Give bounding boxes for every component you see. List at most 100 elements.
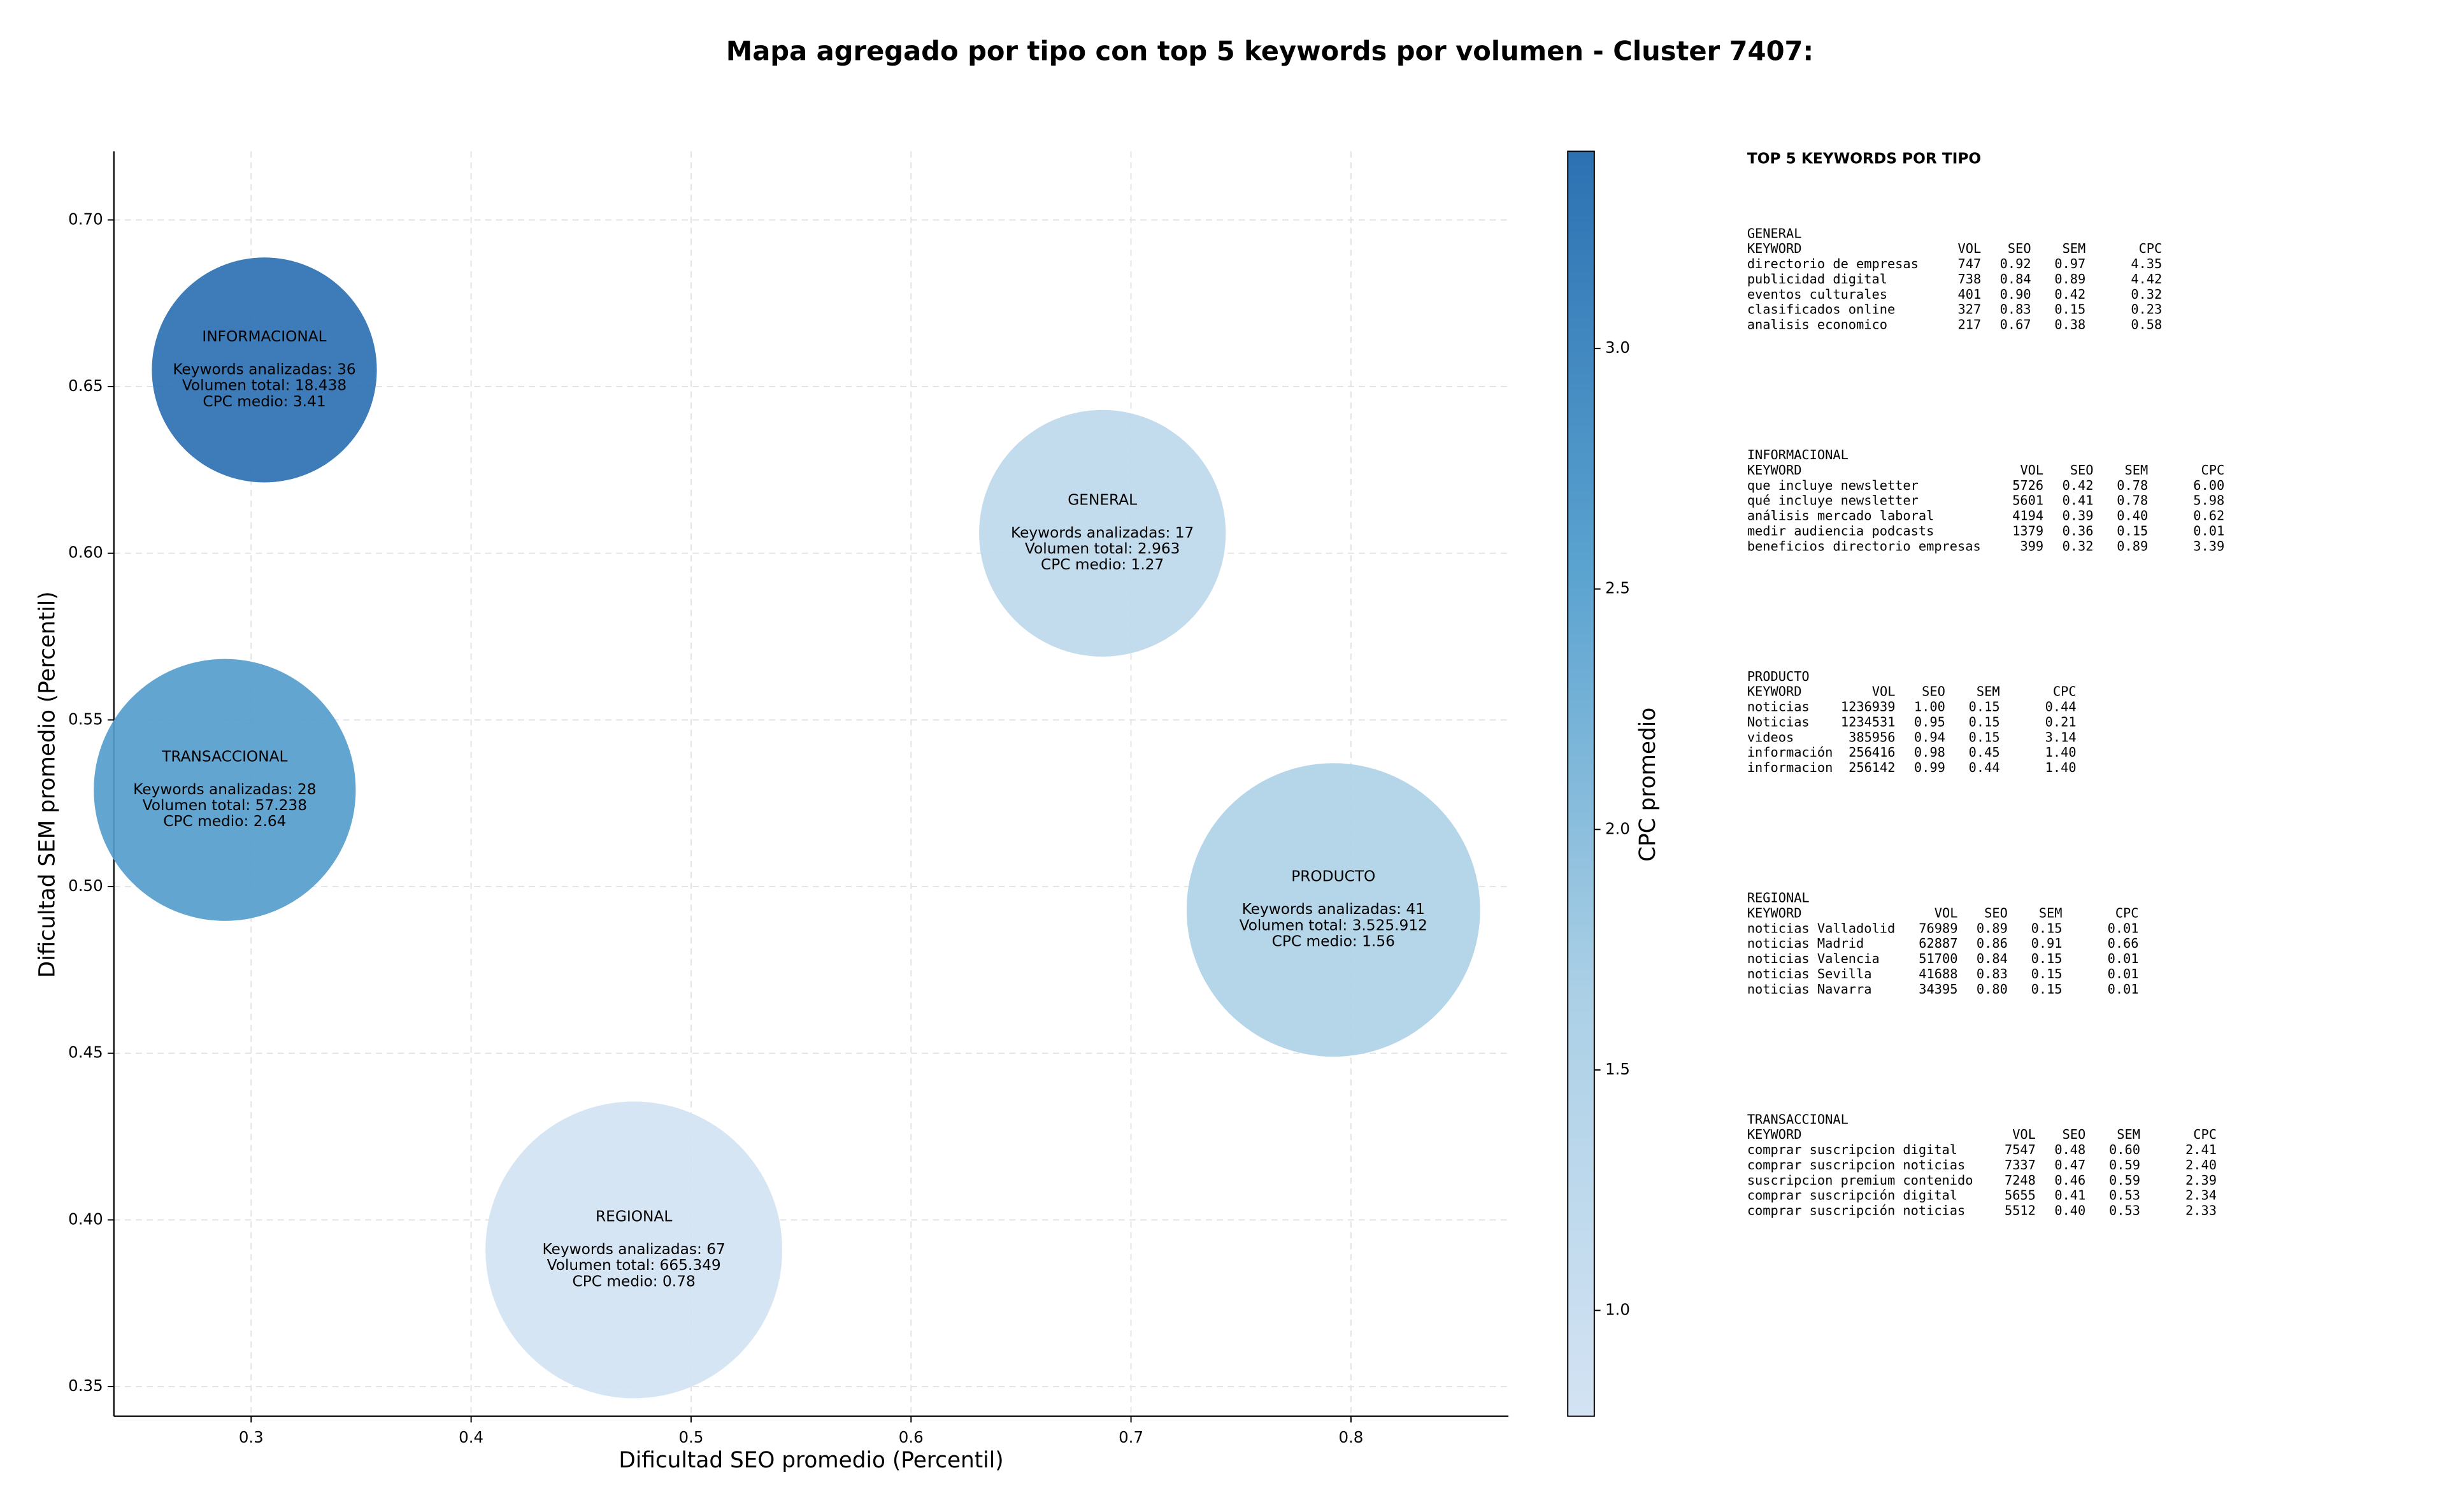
metric-cell: 6.00	[2193, 478, 2224, 493]
x-tick-label: 0.5	[678, 1428, 703, 1446]
metric-cell: 0.15	[2031, 951, 2063, 966]
y-tick-label: 0.55	[68, 710, 103, 728]
keyword-cell: suscripcion premium contenido	[1747, 1173, 1973, 1188]
metric-cell: 5512	[2005, 1203, 2036, 1218]
x-tick-label: 0.4	[459, 1428, 483, 1446]
metric-cell: 0.42	[2063, 478, 2094, 493]
chart-title: Mapa agregado por tipo con top 5 keyword…	[726, 35, 1813, 66]
metric-cell: 0.83	[1977, 966, 2008, 981]
metric-cell: 0.01	[2108, 951, 2139, 966]
metric-cell: 0.44	[1969, 760, 2000, 775]
metric-cell: 0.47	[2054, 1157, 2085, 1173]
metric-cell: 0.46	[2054, 1173, 2085, 1188]
section-name: PRODUCTO	[1747, 669, 1810, 684]
bubble-label: INFORMACIONAL	[202, 328, 326, 345]
metric-cell: 7337	[2005, 1157, 2036, 1173]
metric-cell: 4194	[2012, 508, 2043, 524]
metric-cell: 327	[1957, 302, 1981, 317]
metric-cell: 0.32	[2131, 287, 2162, 302]
metric-cell: 0.84	[1977, 951, 2008, 966]
metric-cell: 0.84	[2000, 271, 2031, 287]
section-name: REGIONAL	[1747, 890, 1810, 906]
keyword-cell: qué incluye newsletter	[1747, 493, 1919, 508]
metric-cell: 0.53	[2109, 1188, 2140, 1203]
metric-cell: 0.99	[1914, 760, 1945, 775]
metric-cell: 0.89	[2054, 271, 2085, 287]
metric-cell: 0.60	[2109, 1142, 2140, 1157]
section-name: INFORMACIONAL	[1747, 447, 1849, 462]
metric-cell: 0.45	[1969, 745, 2000, 760]
metric-cell: 256142	[1849, 760, 1895, 775]
metric-cell: 0.59	[2109, 1173, 2140, 1188]
metric-cell: 2.40	[2185, 1157, 2217, 1173]
metric-cell: 0.98	[1914, 745, 1945, 760]
bubble-annotation: CPC medio: 0.78	[573, 1273, 696, 1290]
keyword-cell: videos	[1747, 729, 1794, 745]
bubble-annotation: CPC medio: 3.41	[203, 393, 325, 410]
colorbar-tick-label: 2.0	[1605, 819, 1630, 838]
metric-cell: SEM	[2039, 905, 2063, 920]
metric-cell: SEM	[2063, 241, 2086, 256]
metric-cell: 1.00	[1914, 699, 1945, 715]
colorbar-tick-label: 1.5	[1605, 1060, 1630, 1078]
metric-cell: 0.67	[2000, 317, 2031, 332]
metric-cell: 0.36	[2063, 523, 2094, 538]
metric-cell: SEO	[2008, 241, 2031, 256]
y-tick-label: 0.60	[68, 543, 103, 562]
keyword-cell: análisis mercado laboral	[1747, 508, 1935, 524]
x-tick-label: 0.6	[899, 1428, 924, 1446]
bubble	[1186, 763, 1480, 1057]
metric-cell: CPC	[2053, 684, 2077, 699]
section-name: GENERAL	[1747, 225, 1802, 241]
metric-cell: 1236939	[1841, 699, 1896, 715]
metric-cell: 34395	[1919, 981, 1957, 997]
metric-cell: 0.90	[2000, 287, 2031, 302]
colorbar-tick-label: 1.0	[1605, 1300, 1630, 1318]
colorbar-label: CPC promedio	[1635, 708, 1661, 862]
metric-cell: 0.01	[2108, 966, 2139, 981]
bubble-annotation: Keywords analizadas: 41	[1242, 901, 1425, 918]
bubble	[94, 659, 356, 921]
bubble-label: TRANSACCIONAL	[161, 748, 287, 765]
keyword-cell: KEYWORD	[1747, 241, 1802, 256]
x-tick-label: 0.8	[1338, 1428, 1363, 1446]
metric-cell: 401	[1957, 287, 1981, 302]
bubble-annotation: Volumen total: 18.438	[182, 377, 347, 394]
keyword-cell: directorio de empresas	[1747, 256, 1919, 271]
metric-cell: 0.83	[2000, 302, 2031, 317]
bubble-annotation: Volumen total: 665.349	[547, 1257, 721, 1274]
colorbar-tick-label: 2.5	[1605, 579, 1630, 597]
keyword-cell: KEYWORD	[1747, 1127, 1802, 1142]
keyword-cell: noticias Valencia	[1747, 951, 1880, 966]
metric-cell: 0.97	[2054, 256, 2085, 271]
metric-cell: 0.91	[2031, 936, 2063, 951]
keyword-cell: noticias Sevilla	[1747, 966, 1872, 981]
metric-cell: 0.42	[2054, 287, 2085, 302]
bubble	[152, 257, 377, 483]
metric-cell: 0.15	[2117, 523, 2148, 538]
keyword-cell: que incluye newsletter	[1747, 478, 1919, 493]
metric-cell: 0.15	[2031, 920, 2063, 936]
metric-cell: 1.40	[2045, 745, 2077, 760]
metric-cell: 5655	[2005, 1188, 2036, 1203]
metric-cell: 0.94	[1914, 729, 1945, 745]
metric-cell: 747	[1957, 256, 1981, 271]
keyword-cell: publicidad digital	[1747, 271, 1887, 287]
metric-cell: 2.34	[2185, 1188, 2217, 1203]
metric-cell: 0.53	[2109, 1203, 2140, 1218]
metric-cell: 4.35	[2131, 256, 2162, 271]
bubble-annotation: Keywords analizadas: 17	[1011, 524, 1194, 541]
keyword-cell: KEYWORD	[1747, 684, 1802, 699]
bubble-annotation: Volumen total: 2.963	[1025, 540, 1180, 557]
metric-cell: 0.15	[1969, 699, 2000, 715]
metric-cell: 4.42	[2131, 271, 2162, 287]
metric-cell: 0.48	[2054, 1142, 2085, 1157]
section-name: TRANSACCIONAL	[1747, 1111, 1849, 1127]
metric-cell: 0.21	[2045, 714, 2077, 729]
bubble-annotation: Keywords analizadas: 67	[542, 1241, 725, 1258]
metric-cell: 217	[1957, 317, 1981, 332]
metric-cell: 1234531	[1841, 714, 1896, 729]
x-tick-label: 0.3	[239, 1428, 264, 1446]
metric-cell: 0.58	[2131, 317, 2162, 332]
